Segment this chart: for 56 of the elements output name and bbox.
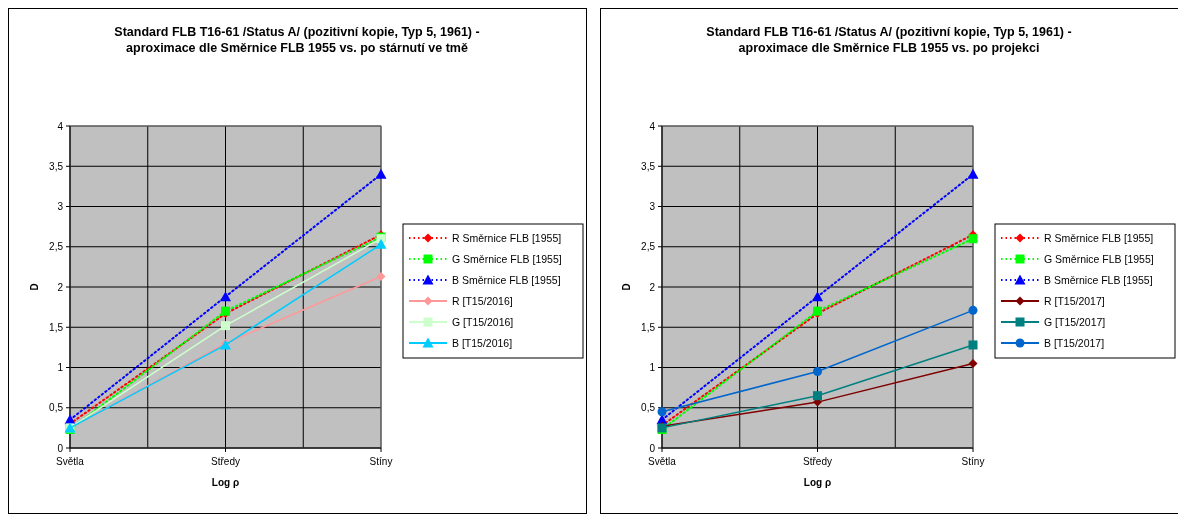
point [375,238,387,249]
point [812,291,823,302]
x-axis-title: Log ρ [803,477,832,488]
y-tick-label: 2 [649,281,656,293]
legend-label: R [T15/2016] [452,295,513,307]
legend-label: G Směrnice FLB [1955] [1044,253,1154,265]
y-tick-label: 1,5 [641,321,656,333]
chart-title: Standard FLB T16-61 /Status A/ (pozitivní kopie, Typ 5, 1961) - aproximace dle Směrnice FLB 1955 vs. po stárnutí ve tmě [114,25,480,55]
point [813,391,822,401]
y-tick-label: 4 [649,120,656,132]
y-tick-label: 3,5 [49,160,64,172]
legend-label: B Směrnice FLB [1955] [452,274,561,286]
y-tick-label: 0 [57,442,64,454]
point [968,358,978,368]
point [813,367,822,377]
y-tick-label: 2,5 [49,241,64,253]
legend-label: B Směrnice FLB [1955] [1044,274,1153,286]
x-tick-label: Středy [211,456,240,467]
x-tick-label: Světla [648,456,677,467]
point [657,407,667,417]
point [968,305,978,315]
y-tick-label: 3 [57,201,64,212]
legend-label: B [T15/2016] [452,337,513,349]
point [968,234,978,244]
y-tick-label: 0,5 [49,402,64,414]
legend-label: R Směrnice FLB [1955] [1044,232,1154,244]
y-tick-label: 4 [57,120,64,132]
legend-label: R Směrnice FLB [1955] [452,232,562,244]
x-tick-label: Stíny [369,456,393,467]
point [220,291,231,302]
legend-label: G [T15/2016] [452,316,514,328]
y-axis-title: D [621,283,632,291]
y-tick-label: 0,5 [641,402,656,414]
y-tick-label: 1,5 [49,321,64,333]
x-axis-title: Log ρ [211,477,240,488]
point [375,168,387,179]
point [968,340,978,350]
x-tick-label: Světla [56,456,85,467]
x-tick-label: Stíny [961,456,985,467]
y-tick-label: 3,5 [641,160,656,172]
y-tick-label: 0 [649,442,656,454]
x-tick-label: Středy [803,456,832,467]
legend-label: B [T15/2017] [1044,337,1105,349]
point [221,321,230,331]
legend-label: G Směrnice FLB [1955] [452,253,562,265]
y-axis-title: D [29,283,40,291]
legend-label: R [T15/2017] [1044,295,1105,307]
y-tick-label: 2,5 [641,241,656,253]
y-tick-label: 2 [57,281,64,293]
point [376,272,386,282]
y-tick-label: 1 [57,362,64,373]
y-tick-label: 3 [649,201,656,212]
point [967,168,979,179]
legend-label: G [T15/2017] [1044,316,1106,328]
chart-title: Standard FLB T16-61 /Status A/ (pozitivní kopie, Typ 5, 1961) - aproximace dle Směrnice FLB 1955 vs. po projekci [706,25,1072,55]
y-tick-label: 1 [649,362,656,373]
